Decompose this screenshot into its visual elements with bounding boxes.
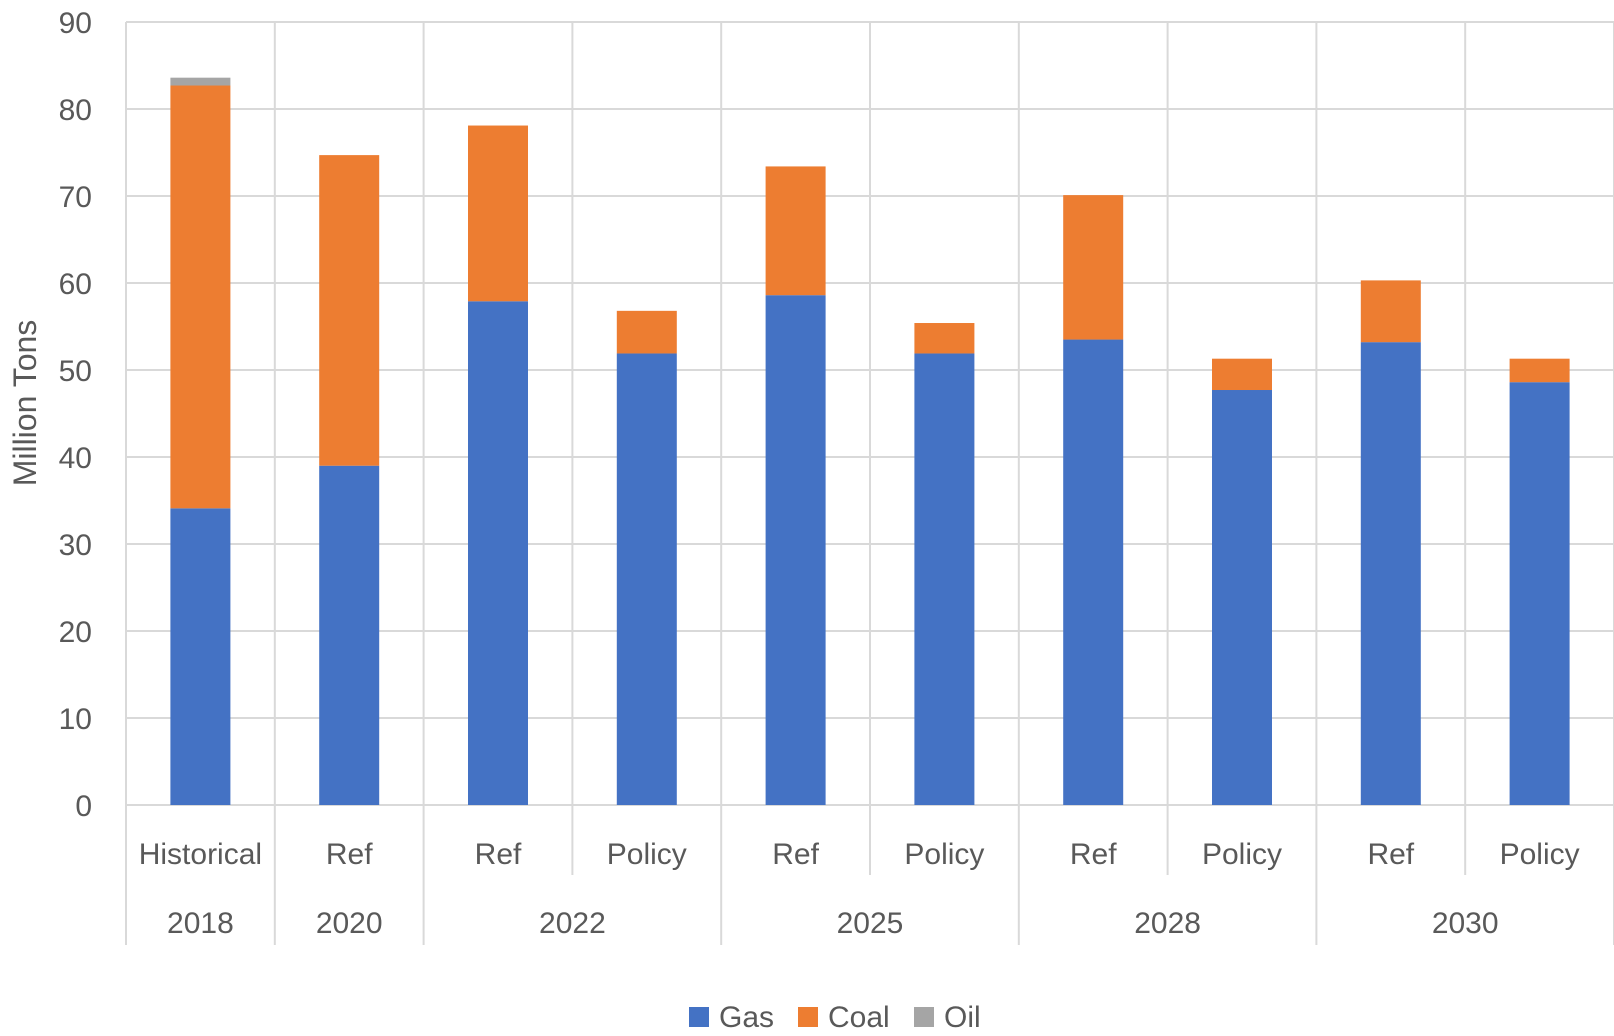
legend: Gas Coal Oil	[689, 1001, 981, 1034]
x-scenario-label: Ref	[1367, 838, 1414, 871]
bar-gas-4	[765, 295, 826, 805]
year-group-label: 2022	[539, 907, 606, 940]
year-group-label: 2030	[1432, 907, 1499, 940]
bar-coal-0	[170, 85, 231, 509]
bar-gas-3	[616, 353, 677, 805]
y-tick-label: 40	[59, 442, 92, 475]
year-group-label: 2028	[1134, 907, 1201, 940]
x-scenario-label: Ref	[1070, 838, 1117, 871]
x-scenario-label: Ref	[326, 838, 373, 871]
legend-swatch-gas	[689, 1007, 709, 1027]
y-tick-label: 20	[59, 616, 92, 649]
legend-label-gas: Gas	[719, 1001, 774, 1031]
bars	[170, 77, 1570, 805]
y-tick-label: 30	[59, 529, 92, 562]
bar-gas-9	[1509, 382, 1570, 805]
x-scenario-label: Ref	[772, 838, 819, 871]
bar-coal-6	[1063, 195, 1124, 340]
bar-gas-7	[1212, 390, 1272, 805]
x-scenario-label: Policy	[904, 838, 984, 871]
y-tick-label: 50	[59, 355, 92, 388]
y-tick-label: 90	[59, 7, 92, 40]
bar-oil-0	[170, 77, 231, 86]
x-scenario-label: Historical	[139, 838, 262, 871]
bar-coal-2	[468, 125, 528, 302]
bar-coal-7	[1212, 358, 1272, 391]
year-group-label: 2018	[167, 907, 234, 940]
legend-swatch-coal	[798, 1007, 818, 1027]
y-tick-label: 10	[59, 703, 92, 736]
x-scenario-label: Policy	[1500, 838, 1580, 871]
y-axis-title: Million Tons	[7, 320, 43, 487]
bar-gas-1	[319, 465, 380, 805]
y-tick-label: 60	[59, 268, 92, 301]
legend-label-oil: Oil	[944, 1001, 981, 1031]
x-scenario-label: Policy	[1202, 838, 1282, 871]
year-group-label: 2025	[837, 907, 904, 940]
year-group-label: 2020	[316, 907, 383, 940]
bar-coal-8	[1360, 280, 1421, 343]
bar-gas-5	[914, 353, 975, 805]
y-tick-label: 70	[59, 181, 92, 214]
bar-coal-4	[765, 166, 826, 296]
bar-gas-0	[170, 508, 231, 805]
legend-swatch-oil	[914, 1007, 934, 1027]
bar-coal-1	[319, 155, 380, 466]
bar-gas-6	[1063, 339, 1124, 805]
y-tick-label: 0	[75, 790, 92, 823]
bar-coal-9	[1509, 358, 1570, 383]
bar-gas-2	[468, 301, 528, 805]
y-tick-label: 80	[59, 94, 92, 127]
bar-coal-3	[616, 310, 677, 354]
legend-label-coal: Coal	[828, 1001, 890, 1031]
x-scenario-label: Ref	[475, 838, 522, 871]
x-scenario-label: Policy	[607, 838, 687, 871]
bar-gas-8	[1360, 342, 1421, 805]
bar-coal-5	[914, 323, 975, 354]
